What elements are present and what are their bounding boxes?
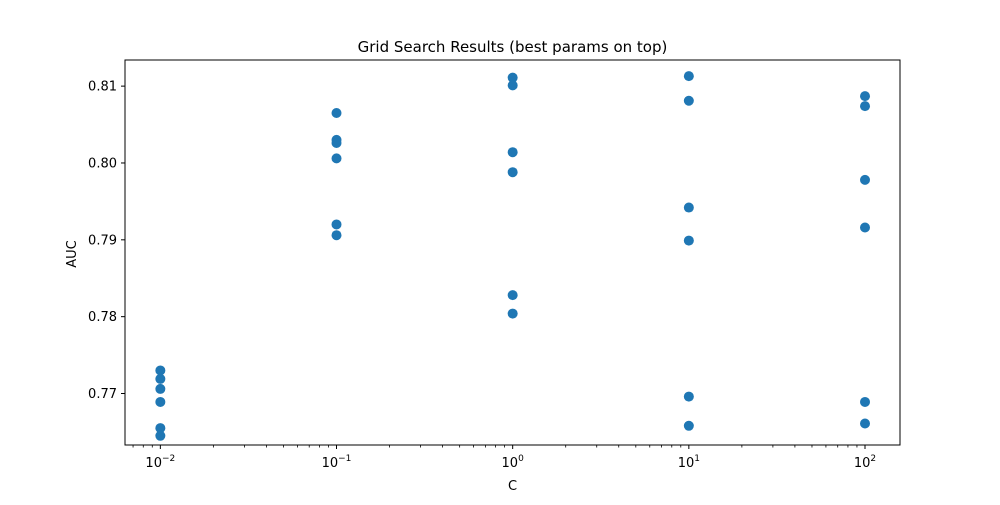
data-point xyxy=(683,420,694,431)
x-axis-label: C xyxy=(508,479,517,494)
data-point xyxy=(155,373,166,384)
data-point xyxy=(860,91,871,102)
x-tick-label: 102 xyxy=(854,454,876,471)
data-point xyxy=(331,108,342,119)
x-tick-label: 100 xyxy=(502,454,525,471)
data-point xyxy=(683,95,694,106)
plot-frame xyxy=(124,59,901,446)
data-point xyxy=(331,219,342,230)
data-point xyxy=(331,137,342,148)
data-point xyxy=(155,396,166,407)
data-point xyxy=(683,391,694,402)
data-point xyxy=(155,383,166,394)
y-tick-label: 0.78 xyxy=(88,310,117,325)
x-tick-label: 101 xyxy=(678,454,700,471)
data-point xyxy=(331,153,342,164)
y-tick-label: 0.77 xyxy=(88,387,117,402)
data-point xyxy=(860,101,871,112)
data-point xyxy=(507,80,518,91)
data-point xyxy=(860,396,871,407)
data-point xyxy=(507,72,518,83)
data-point xyxy=(507,167,518,178)
data-point xyxy=(155,365,166,376)
data-point xyxy=(155,430,166,441)
data-point xyxy=(683,235,694,246)
x-tick-label: 10−2 xyxy=(145,454,175,471)
data-point xyxy=(683,71,694,82)
data-point xyxy=(683,202,694,213)
data-point xyxy=(155,423,166,434)
y-tick-label: 0.79 xyxy=(88,233,117,248)
data-point xyxy=(860,174,871,185)
y-axis-label: AUC xyxy=(65,240,80,268)
data-point xyxy=(507,290,518,301)
points-layer xyxy=(155,71,871,441)
y-tick-label: 0.81 xyxy=(88,80,117,95)
x-tick-label: 10−1 xyxy=(322,454,352,471)
data-point xyxy=(860,222,871,233)
data-point xyxy=(507,147,518,158)
data-point xyxy=(860,418,871,429)
data-point xyxy=(507,308,518,319)
chart-title: Grid Search Results (best params on top) xyxy=(358,38,668,56)
ticks-layer: 0.77 0.78 0.79 0.80 0.81 10−2 10−1 100 101 102 xyxy=(88,80,876,471)
y-tick-label: 0.80 xyxy=(88,156,117,171)
data-point xyxy=(331,230,342,241)
